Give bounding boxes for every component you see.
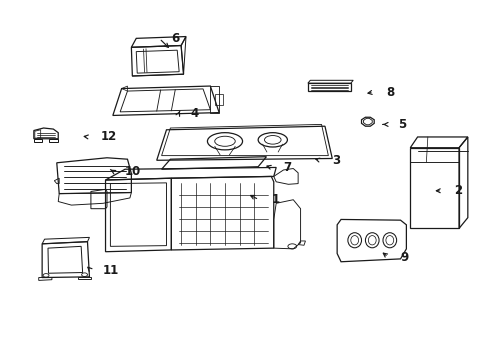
Text: 2: 2 xyxy=(453,184,461,197)
Text: 1: 1 xyxy=(271,193,279,206)
Text: 6: 6 xyxy=(171,32,179,45)
Text: 9: 9 xyxy=(400,251,408,264)
Text: 7: 7 xyxy=(283,161,291,174)
Text: 4: 4 xyxy=(190,107,199,120)
Text: 8: 8 xyxy=(385,86,393,99)
Text: 5: 5 xyxy=(397,118,406,131)
Text: 10: 10 xyxy=(125,165,141,177)
Text: 11: 11 xyxy=(103,264,119,277)
Text: 12: 12 xyxy=(101,130,117,144)
Text: 3: 3 xyxy=(331,154,340,167)
